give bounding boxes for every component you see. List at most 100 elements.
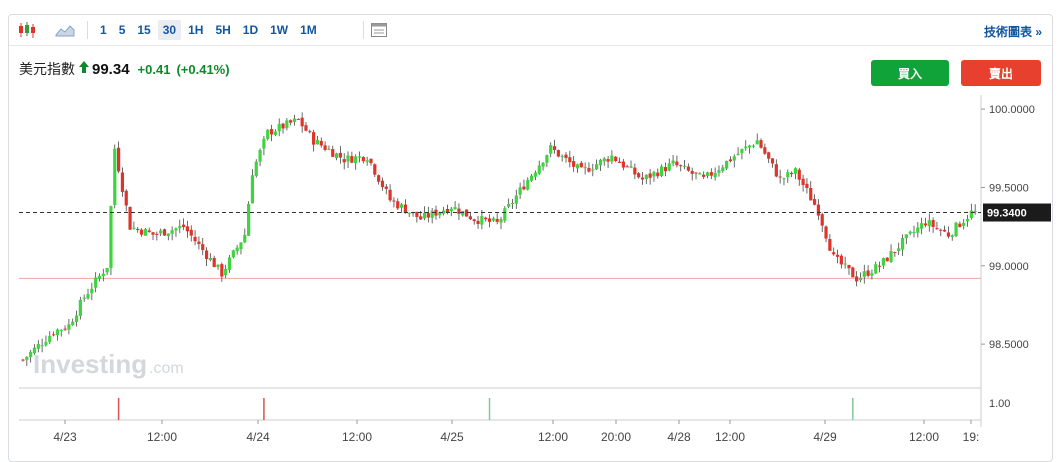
candle-body bbox=[503, 208, 507, 221]
x-tick-label: 4/25 bbox=[440, 430, 464, 444]
interval-5[interactable]: 5 bbox=[118, 23, 126, 37]
candle-body bbox=[457, 208, 461, 214]
interval-5h[interactable]: 5H bbox=[215, 23, 231, 37]
candle-body bbox=[637, 173, 641, 178]
candle-body bbox=[552, 146, 557, 150]
candle-body bbox=[285, 120, 289, 129]
candle-body bbox=[591, 169, 595, 171]
candle-body bbox=[690, 170, 694, 174]
candle-body bbox=[396, 201, 400, 209]
candle-body bbox=[399, 204, 404, 208]
candle-body bbox=[767, 152, 771, 159]
candle-body bbox=[369, 158, 373, 164]
candle-body bbox=[526, 179, 530, 190]
candle-body bbox=[357, 156, 362, 158]
candlestick-chart-icon[interactable] bbox=[15, 19, 39, 41]
candle-body bbox=[342, 159, 346, 163]
candle-body bbox=[801, 178, 805, 186]
candle-body bbox=[786, 172, 790, 178]
candle-body bbox=[629, 166, 633, 168]
candle-body bbox=[835, 254, 840, 257]
candle-body bbox=[533, 172, 538, 177]
candle-body bbox=[491, 218, 495, 221]
candle-body bbox=[189, 229, 193, 236]
candle-body bbox=[220, 264, 224, 277]
candle-body bbox=[973, 211, 977, 213]
candle-body bbox=[614, 156, 618, 161]
area-chart-icon[interactable] bbox=[53, 19, 77, 41]
candle-body bbox=[476, 220, 480, 224]
candle-body bbox=[839, 255, 843, 265]
candle-body bbox=[51, 334, 56, 336]
candle-body bbox=[350, 156, 354, 163]
candle-body bbox=[564, 154, 568, 159]
candle-body bbox=[686, 166, 690, 171]
candle-body bbox=[660, 166, 664, 177]
candle-body bbox=[40, 345, 44, 347]
technical-chart-link[interactable]: 技術圖表 » bbox=[983, 25, 1042, 39]
interval-1h[interactable]: 1H bbox=[188, 23, 204, 37]
sell-button[interactable]: 賣出 bbox=[961, 60, 1041, 86]
candle-body bbox=[94, 277, 98, 288]
candle-body bbox=[763, 147, 767, 154]
candle-body bbox=[583, 167, 587, 169]
candle-body bbox=[900, 237, 905, 250]
candle-body bbox=[893, 251, 897, 253]
candle-body bbox=[289, 120, 293, 123]
candle-body bbox=[426, 213, 430, 218]
candle-body bbox=[338, 152, 342, 158]
candle-body bbox=[21, 359, 25, 361]
candle-body bbox=[920, 223, 924, 229]
interval-1[interactable]: 1 bbox=[100, 23, 107, 37]
candle-body bbox=[292, 118, 297, 122]
price-change-percent: (+0.41%) bbox=[176, 61, 230, 77]
candle-body bbox=[365, 160, 369, 162]
candle-body bbox=[954, 222, 958, 236]
candle-body bbox=[208, 258, 212, 261]
candle-body bbox=[113, 148, 117, 206]
x-tick-label: 4/29 bbox=[813, 430, 837, 444]
candle-body bbox=[484, 217, 488, 220]
candle-body bbox=[243, 234, 247, 243]
interval-30[interactable]: 30 bbox=[157, 20, 182, 40]
current-price-badge bbox=[983, 203, 1051, 222]
candle-body bbox=[885, 257, 889, 262]
candle-body bbox=[602, 158, 606, 162]
investing-watermark-brand: Investing bbox=[33, 349, 147, 379]
candle-body bbox=[648, 173, 652, 178]
price-change: +0.41 bbox=[137, 61, 171, 77]
candle-body bbox=[174, 228, 178, 231]
candle-body bbox=[671, 160, 675, 164]
interval-15[interactable]: 15 bbox=[137, 23, 151, 37]
candle-body bbox=[782, 178, 786, 180]
candle-body bbox=[78, 299, 82, 317]
buy-button[interactable]: 買入 bbox=[871, 60, 949, 86]
candle-body bbox=[969, 210, 973, 218]
candle-body bbox=[44, 342, 48, 346]
candle-body bbox=[621, 161, 625, 168]
interval-1m[interactable]: 1M bbox=[300, 23, 317, 37]
candle-body bbox=[560, 155, 564, 157]
candle-body bbox=[254, 161, 258, 176]
candle-body bbox=[633, 167, 637, 175]
candle-body bbox=[384, 186, 388, 189]
candle-body bbox=[419, 216, 423, 220]
candle-body bbox=[327, 149, 331, 151]
candle-body bbox=[262, 138, 266, 149]
candle-body bbox=[950, 235, 954, 238]
candle-body bbox=[549, 145, 553, 154]
candle-body bbox=[388, 189, 392, 201]
candle-body bbox=[541, 162, 545, 167]
interval-1w[interactable]: 1W bbox=[270, 23, 289, 37]
candle-body bbox=[170, 230, 174, 234]
chart-toolbar: 1 5 15 30 1H 5H 1D 1W 1M 技術圖表 » bbox=[9, 15, 1052, 46]
candle-body bbox=[728, 159, 733, 162]
calendar-icon[interactable] bbox=[367, 19, 391, 41]
candle-body bbox=[373, 164, 377, 175]
price-chart[interactable]: 100.0000 99.5000 99.0000 98.5000 1.00 Investi… bbox=[9, 15, 1052, 454]
interval-1d[interactable]: 1D bbox=[242, 23, 259, 37]
candle-body bbox=[472, 219, 476, 222]
candle-body bbox=[449, 208, 453, 212]
x-tick-label: 12:00 bbox=[342, 430, 372, 444]
candle-body bbox=[568, 157, 572, 163]
